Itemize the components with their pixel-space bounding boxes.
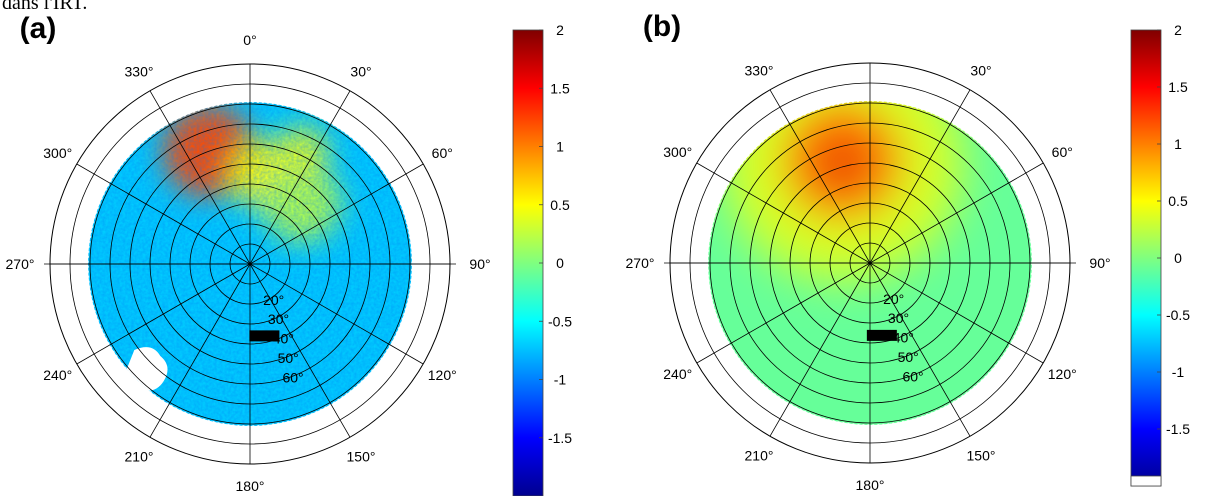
radius-label: 50° — [278, 350, 299, 366]
angle-label: 120° — [1048, 366, 1077, 382]
colorbar-tick-label: 0.5 — [1168, 193, 1188, 209]
grid-spoke — [769, 89, 871, 264]
radius-label: 40° — [273, 331, 294, 347]
colorbar-tick-label: -1.5 — [1166, 421, 1190, 437]
radius-label: 30° — [888, 310, 909, 326]
panel-label: (b) — [643, 10, 681, 43]
angle-label: 30° — [350, 64, 371, 80]
panel-label: (a) — [20, 12, 57, 45]
colorbar-tick-label: 0.5 — [550, 197, 570, 213]
colorbar-tick-label: 2 — [556, 22, 564, 38]
grid-spoke — [76, 263, 251, 365]
angle-label: 210° — [745, 447, 774, 463]
obstruction-marker — [249, 330, 280, 342]
colorbar-tick-label: 1.5 — [550, 80, 570, 96]
colorbar-tick-label: 2 — [1174, 22, 1182, 38]
angle-label: 180° — [236, 478, 265, 494]
colorbar-tick-label: -1.5 — [548, 430, 572, 446]
grid-spoke — [249, 90, 351, 265]
radius-label: 50° — [898, 349, 919, 365]
angle-label: 330° — [125, 64, 154, 80]
colorbar-tick-label: 1.5 — [1168, 79, 1188, 95]
grid-spoke — [249, 163, 424, 265]
colorbar: 2 1.5 1 0.5 0 -0.5 -1 -1.5 — [1130, 22, 1190, 487]
colorbar: 2 1.5 1 0.5 0 -0.5 -1 -1.5 — [512, 22, 572, 496]
obstruction-marker — [866, 329, 897, 341]
angle-label: 60° — [432, 145, 453, 161]
grid-spoke — [149, 90, 251, 265]
radius-label: 20° — [883, 291, 904, 307]
polar-panel: 0°30°60°90°120°150°180°210°240°270°300°3… — [6, 12, 572, 496]
grid-spoke — [696, 162, 871, 264]
angle-label: 90° — [1089, 255, 1110, 271]
grid-spoke — [869, 262, 971, 437]
grid-spoke — [869, 89, 971, 264]
angle-label: 210° — [125, 448, 154, 464]
polar-panel: 30°60°90°120°150°180°210°240°270°300°330… — [626, 10, 1191, 493]
radius-label: 40° — [893, 330, 914, 346]
colorbar-gradient — [512, 29, 544, 496]
angle-label: 270° — [6, 256, 35, 272]
radius-label: 60° — [282, 369, 303, 385]
angle-label: 30° — [970, 63, 991, 79]
angle-label: 60° — [1052, 144, 1073, 160]
angle-label: 240° — [663, 366, 692, 382]
angle-label: 300° — [663, 144, 692, 160]
colorbar-gradient — [1130, 29, 1162, 487]
colorbar-tick-label: -1 — [1172, 364, 1185, 380]
colorbar-tick-label: 1 — [1174, 136, 1182, 152]
angle-label: 180° — [856, 477, 885, 493]
angle-label: 270° — [626, 255, 655, 271]
radius-label: 30° — [268, 311, 289, 327]
grid-spoke — [249, 263, 351, 438]
colorbar-tick-label: -0.5 — [1166, 307, 1190, 323]
grid-spoke — [249, 263, 424, 365]
angle-label: 150° — [967, 447, 996, 463]
grid-spoke — [696, 262, 871, 364]
hotspot — [830, 152, 855, 177]
colorbar-tick-label: 1 — [556, 139, 564, 155]
colorbar-tick-label: 0 — [1174, 250, 1182, 266]
header-text: dans l'IRT. — [2, 0, 88, 14]
colorbar-tick-label: -1 — [554, 372, 567, 388]
grid-spoke — [869, 162, 1044, 264]
colorbar-tail — [1130, 475, 1162, 487]
grid-spoke — [769, 262, 871, 437]
angle-label: 0° — [243, 32, 256, 48]
angle-label: 90° — [469, 256, 490, 272]
angle-label: 120° — [428, 367, 457, 383]
colorbar-tick-label: -0.5 — [548, 313, 572, 329]
grid-spoke — [149, 263, 251, 438]
angle-label: 300° — [43, 145, 72, 161]
colorbar-tick-label: 0 — [556, 255, 564, 271]
radius-label: 20° — [263, 292, 284, 308]
angle-label: 150° — [347, 448, 376, 464]
grid-spoke — [76, 163, 251, 265]
grid-spoke — [869, 262, 1044, 364]
radius-label: 60° — [902, 368, 923, 384]
angle-label: 330° — [745, 63, 774, 79]
angle-label: 240° — [43, 367, 72, 383]
